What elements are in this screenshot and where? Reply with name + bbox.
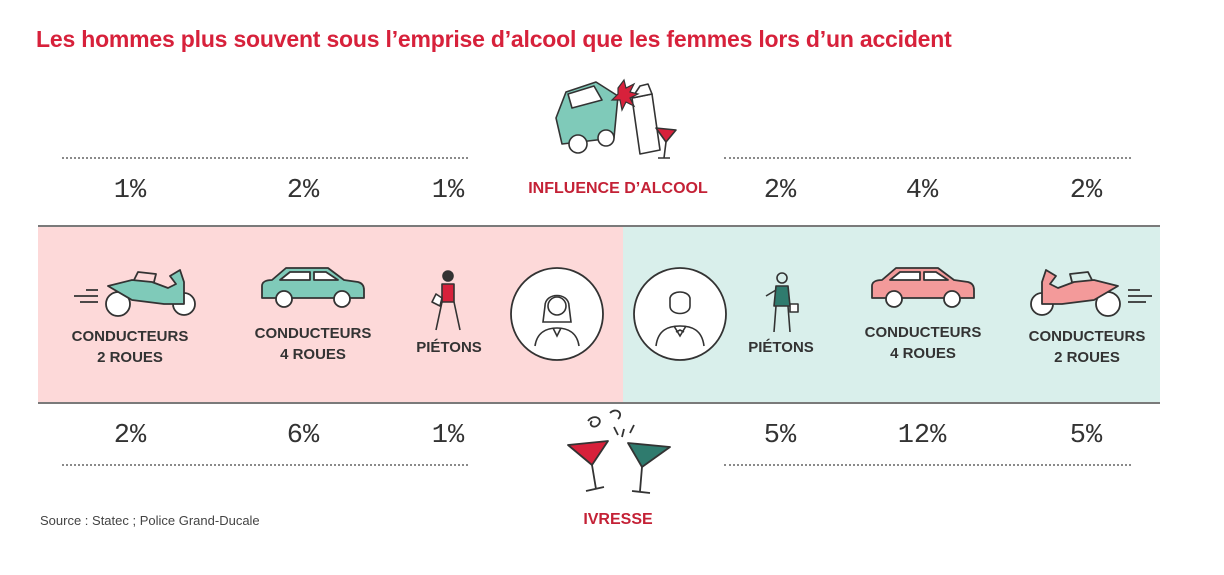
pct-top-men-pietons: 2%: [763, 176, 797, 206]
source-note: Source : Statec ; Police Grand-Ducale: [40, 513, 260, 528]
car-icon: [261, 267, 365, 308]
label-line: 4 ROUES: [890, 345, 956, 362]
pct-top-women-4roues: 2%: [286, 176, 320, 206]
band-top-rule: [38, 225, 1160, 227]
band-bottom-rule: [38, 402, 1160, 404]
motorcycle-icon: [1030, 269, 1152, 317]
category-influence-label: INFLUENCE D’ALCOOL: [528, 180, 708, 197]
label-line: PIÉTONS: [416, 339, 482, 356]
top-right-dotted-rule: [724, 157, 1131, 159]
cocktail-glasses-icon: [567, 409, 671, 494]
label-men-2roues: CONDUCTEURS 2 ROUES: [1007, 326, 1167, 368]
pct-bottom-women-2roues: 2%: [113, 421, 147, 451]
pct-top-women-2roues: 1%: [113, 176, 147, 206]
pct-bottom-men-2roues: 5%: [1069, 421, 1103, 451]
bottom-right-dotted-rule: [724, 464, 1131, 466]
label-women-2roues: CONDUCTEURS 2 ROUES: [50, 326, 210, 368]
label-line: PIÉTONS: [748, 339, 814, 356]
label-line: CONDUCTEURS: [1028, 328, 1146, 345]
pct-top-men-4roues: 4%: [905, 176, 939, 206]
pct-top-men-2roues: 2%: [1069, 176, 1103, 206]
label-line: 4 ROUES: [280, 346, 346, 363]
pct-bottom-men-pietons: 5%: [763, 421, 797, 451]
pct-bottom-men-4roues: 12%: [897, 421, 947, 451]
label-line: CONDUCTEURS: [254, 325, 372, 342]
label-line: 2 ROUES: [1054, 349, 1120, 366]
pct-top-women-pietons: 1%: [431, 176, 465, 206]
label-line: 2 ROUES: [97, 349, 163, 366]
car-icon: [871, 267, 975, 308]
label-line: CONDUCTEURS: [71, 328, 189, 345]
man-avatar-icon: [633, 267, 727, 361]
label-women-pietons: PIÉTONS: [369, 337, 529, 358]
label-line: CONDUCTEURS: [864, 324, 982, 341]
label-men-pietons: PIÉTONS: [701, 337, 861, 358]
category-ivresse-label: IVRESSE: [583, 511, 653, 528]
top-left-dotted-rule: [62, 157, 468, 159]
car-crash-icon: [555, 78, 677, 159]
pedestrian-man-icon: [765, 272, 799, 333]
woman-avatar-icon: [510, 267, 604, 361]
pct-bottom-women-pietons: 1%: [431, 421, 465, 451]
pct-bottom-women-4roues: 6%: [286, 421, 320, 451]
motorcycle-icon: [74, 269, 196, 317]
label-men-4roues: CONDUCTEURS 4 ROUES: [843, 322, 1003, 364]
bottom-left-dotted-rule: [62, 464, 468, 466]
label-women-4roues: CONDUCTEURS 4 ROUES: [233, 323, 393, 365]
chart-title: Les hommes plus souvent sous l’emprise d…: [36, 26, 952, 52]
pedestrian-woman-icon: [431, 270, 461, 331]
